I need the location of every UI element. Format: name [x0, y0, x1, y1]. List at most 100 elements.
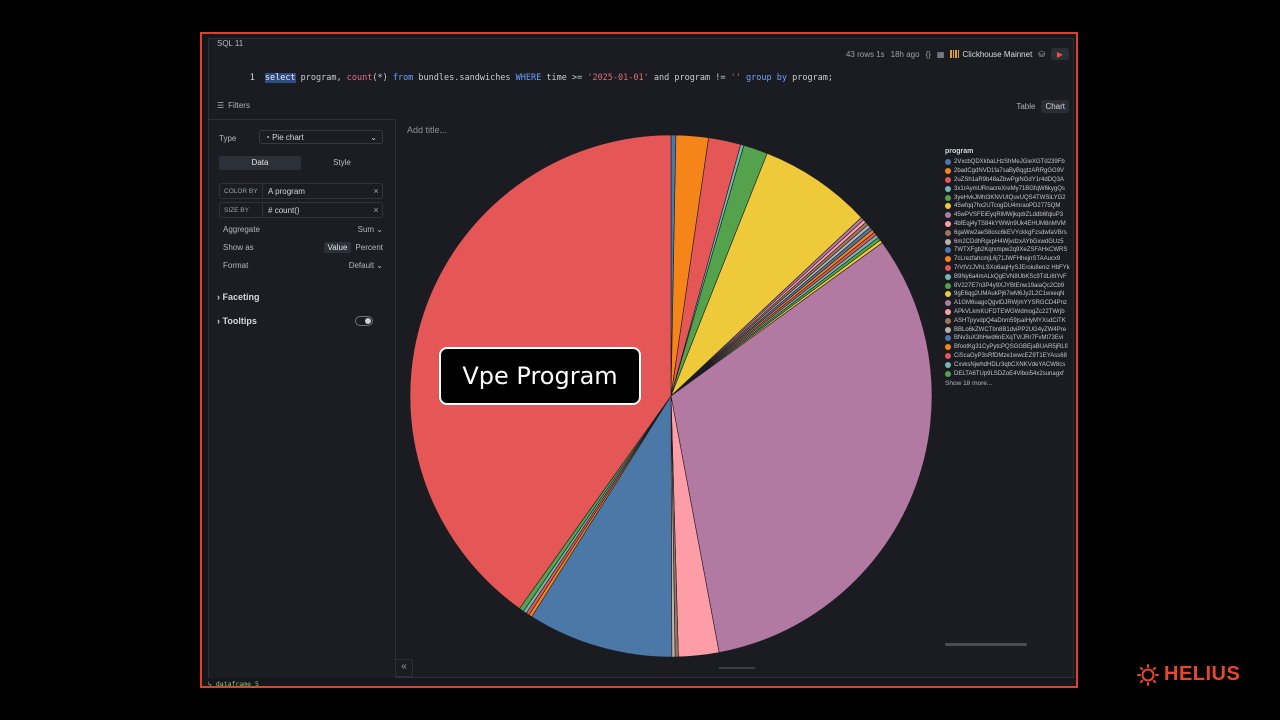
- text-type-icon: A: [268, 186, 273, 196]
- legend-item[interactable]: 3yeHvkJMht3KNVUtQuvUQS4TWSiLYG2: [945, 193, 1075, 202]
- dataframe-label: ↳ dataframe_5: [208, 680, 259, 688]
- legend-swatch: [945, 308, 951, 315]
- aggregate-row: Aggregate Sum ⌄: [223, 225, 383, 234]
- helius-logo: HELIUS: [1137, 663, 1240, 686]
- legend-label: 2uZSh1aR9b48aZbwPgiNGdY1r4dDQ3A: [954, 176, 1065, 183]
- legend-swatch: [945, 203, 951, 210]
- legend-item[interactable]: 7cLrezfahcmjL6j71JWFHhejnSTAAucx9: [945, 255, 1075, 264]
- size-by-tag: SIZE BY: [220, 203, 263, 217]
- table-icon[interactable]: ▦: [936, 49, 945, 59]
- legend-item[interactable]: 2badCgdNVD1fa7saByBqgtzARRgGG9V: [945, 167, 1075, 176]
- pie-slice[interactable]: [531, 394, 673, 658]
- legend-item[interactable]: BfootKg31CyPytcPQSGGBEjaBUAR5jRLfi: [945, 343, 1075, 352]
- legend-scrollbar[interactable]: [945, 643, 1027, 646]
- legend-item[interactable]: 6m2CDdhRgxpH4WjvdzxAYbGxwdGUz5: [945, 237, 1075, 246]
- legend-item[interactable]: 4bfEqj4yTS84kYWWn9Uk4EHUM8nMVM: [945, 220, 1075, 229]
- aggregate-select[interactable]: Sum ⌄: [357, 225, 383, 234]
- braces-icon[interactable]: {}: [925, 49, 931, 59]
- sql-cell: SQL 11 43 rows 1s 18h ago {} ▦ Clickhous…: [208, 38, 1074, 678]
- legend-swatch: [945, 168, 951, 175]
- faceting-section[interactable]: › Faceting: [217, 292, 260, 302]
- legend-item[interactable]: 6gaWw2aeS8osc6kEVYckkgFzsdwfaVBrs: [945, 228, 1075, 237]
- legend-item[interactable]: 3x1rAymURnacreXreMy71BGfqW6kygQs: [945, 184, 1075, 193]
- legend-item[interactable]: 7rVtVzJVhLSXo6aqHySJEroiu8eniz HbFYk: [945, 264, 1075, 273]
- dataframe-name: dataframe_5: [215, 680, 259, 688]
- line-number: 1: [249, 73, 255, 83]
- group-by-keyword: group by: [746, 73, 787, 83]
- show-as-percent-option[interactable]: Percent: [355, 243, 383, 252]
- color-by-field[interactable]: COLOR BY A program ×: [219, 183, 383, 199]
- legend-item[interactable]: B9Ny6a4mALkQgEVN8UbKSc9TdLi6tYvF: [945, 272, 1075, 281]
- legend-item[interactable]: BBLo6kZWCTbn8B1dviPP2UG4yZW4Pre: [945, 325, 1075, 334]
- tooltips-toggle[interactable]: [355, 316, 373, 326]
- legend-item[interactable]: APkVLkmKUFDTEWGWdmogZc22TWrjb: [945, 308, 1075, 317]
- query-text: program;: [786, 73, 834, 83]
- chart-title-input[interactable]: Add title...: [407, 125, 448, 135]
- legend-swatch: [945, 273, 951, 280]
- legend-swatch: [945, 229, 951, 236]
- chart-type-select[interactable]: ◔ Pie chart ⌄: [259, 130, 383, 144]
- legend-label: 2badCgdNVD1fa7saByBqgtzARRgGG9V: [954, 168, 1065, 175]
- legend-label: 3x1rAymURnacreXreMy71BGfqW6kygQs: [954, 185, 1065, 192]
- show-as-row: Show as Value Percent: [223, 242, 383, 253]
- pie-slice[interactable]: [670, 152, 862, 397]
- legend-swatch: [945, 238, 951, 245]
- show-more-link[interactable]: Show 18 more...: [945, 379, 993, 387]
- chart-scrollbar[interactable]: [719, 667, 755, 669]
- sql-editor[interactable]: 1 select program, count(*) from bundles.s…: [219, 63, 833, 93]
- number-type-icon: #: [268, 205, 273, 215]
- from-keyword: from: [392, 73, 414, 83]
- close-icon[interactable]: ×: [373, 186, 379, 196]
- filter-icon: ☰: [217, 101, 225, 110]
- legend-label: BNv3uX3hHwd6nEXqTVrJRr7FvMt73Evi: [954, 335, 1064, 342]
- legend-swatch: [945, 264, 951, 271]
- collapse-panel-button[interactable]: «: [395, 659, 413, 677]
- color-by-value: program: [275, 186, 305, 196]
- color-by-tag: COLOR BY: [220, 184, 263, 198]
- show-as-label: Show as: [223, 243, 254, 252]
- legend-item[interactable]: 9gE6qg2UMAukPj67wM6Jy2L2C1wxeqN: [945, 290, 1075, 299]
- legend-item[interactable]: 2uZSh1aR9b48aZbwPgiNGdY1r4dDQ3A: [945, 176, 1075, 185]
- tooltips-section[interactable]: › Tooltips: [217, 316, 383, 326]
- tab-chart[interactable]: Chart: [1041, 100, 1069, 113]
- legend-item[interactable]: DELTA6TUp9LSDZoE4Viboi54x2sunagxf: [945, 369, 1075, 378]
- legend-label: 45wfqq7hx2UTcogDU4mraoPD2775QM: [954, 203, 1061, 210]
- helius-sun-icon: [1137, 663, 1159, 686]
- database-icon[interactable]: ⛁: [1038, 49, 1045, 59]
- legend-label: 7WTXFgb2Kqrxmpw2q9XeZSFAHxCWRS: [954, 247, 1068, 254]
- tab-table[interactable]: Table: [1016, 102, 1036, 111]
- legend-item[interactable]: ASHTpyvdpQ4aDnm59jsaiHyMYXsdCiTK: [945, 316, 1075, 325]
- legend-item[interactable]: 45wPVSFEiEyqRiMWjkqdrZLddb6fqiuP3: [945, 211, 1075, 220]
- legend-swatch: [945, 326, 951, 333]
- legend-label: 6gaWw2aeS8osc6kEVYckkgFzsdwfaVBrs: [954, 229, 1067, 236]
- brand-name: HELIUS: [1164, 663, 1241, 685]
- show-as-value-option[interactable]: Value: [323, 242, 352, 253]
- legend-label: DELTA6TUp9LSDZoE4Viboi54x2sunagxf: [954, 370, 1064, 377]
- query-text: time >=: [541, 73, 588, 83]
- legend-swatch: [945, 282, 951, 289]
- legend-item[interactable]: 8V227E7n3P4y9XJYBtEnw19aiaQc2Cb9: [945, 281, 1075, 290]
- pie-chart-icon: ◔: [265, 132, 270, 142]
- legend-item[interactable]: BNv3uX3hHwd6nEXqTVrJRr7FvMt73Evi: [945, 334, 1075, 343]
- run-button[interactable]: ▶: [1051, 48, 1069, 60]
- legend-item[interactable]: CiScaGyP3sRfDMze1wwcEZ9T1EYAss68: [945, 352, 1075, 361]
- tab-style[interactable]: Style: [333, 158, 351, 167]
- legend-item[interactable]: 45wfqq7hx2UTcogDU4mraoPD2775QM: [945, 202, 1075, 211]
- legend-item[interactable]: 2VxcbQDXkbaLHzShMeJGieXGTd239Fb: [945, 158, 1075, 167]
- legend-item[interactable]: A1GM6uagcQgvtDJRWjmYYSRGCD4Pnz: [945, 299, 1075, 308]
- tab-data[interactable]: Data: [219, 156, 301, 170]
- pie-slice[interactable]: [670, 242, 933, 653]
- pie-chart: [409, 134, 933, 658]
- legend-swatch: [945, 300, 951, 307]
- format-select[interactable]: Default ⌄: [348, 261, 383, 270]
- legend-item[interactable]: CxvksNjwhdHDLr3qbCXNKVdeYACW8cs: [945, 360, 1075, 369]
- filters-button[interactable]: ☰ Filters: [217, 101, 250, 110]
- query-text: (*): [372, 73, 393, 83]
- legend-item[interactable]: 7WTXFgb2Kqrxmpw2q9XeZSFAHxCWRS: [945, 246, 1075, 255]
- chevron-right-icon: ›: [217, 316, 220, 326]
- legend-label: 7cLrezfahcmjL6j71JWFHhejnSTAAucx9: [954, 256, 1061, 263]
- close-icon[interactable]: ×: [373, 205, 379, 215]
- connection-selector[interactable]: Clickhouse Mainnet: [950, 50, 1032, 59]
- legend-swatch: [945, 185, 951, 192]
- size-by-field[interactable]: SIZE BY # count() ×: [219, 202, 383, 218]
